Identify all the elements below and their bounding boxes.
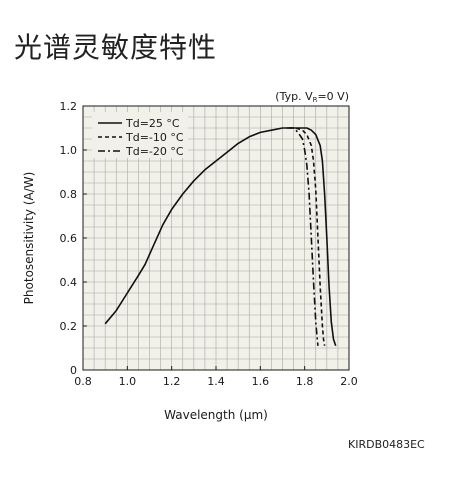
page-title: 光谱灵敏度特性 [14,31,218,64]
document-code: KIRDB0483EC [348,438,425,451]
y-tick-label: 0.8 [60,188,78,201]
x-tick-label: 1.6 [252,375,270,388]
x-tick-label: 1.8 [296,375,314,388]
y-tick-label: 0.2 [60,320,78,333]
series-line-3 [286,127,319,346]
y-tick-label: 1.2 [60,100,78,113]
y-tick-label: 1.0 [60,144,78,157]
legend-label-1: Td=25 °C [125,117,180,130]
y-tick-label: 0 [70,364,77,377]
axis-ticks [82,105,350,371]
y-tick-label: 0.6 [60,232,78,245]
series-group [104,127,337,347]
x-tick-label: 1.4 [207,375,225,388]
condition-label: (Typ. VR=0 V) [275,90,349,104]
x-tick-label: 0.8 [74,375,92,388]
x-tick-labels: 0.8 1.0 1.2 1.4 1.6 1.8 2.0 [74,375,358,388]
y-tick-labels: 0 0.2 0.4 0.6 0.8 1.0 1.2 [60,100,78,377]
x-tick-label: 1.0 [119,375,137,388]
x-tick-label: 2.0 [340,375,358,388]
legend-label-3: Td=-20 °C [125,145,184,158]
x-axis-label: Wavelength (μm) [164,408,268,422]
y-axis-label: Photosensitivity (A/W) [22,172,36,305]
y-tick-label: 0.4 [60,276,78,289]
x-tick-label: 1.2 [163,375,181,388]
legend: Td=25 °CTd=-10 °CTd=-20 °C [92,112,188,158]
series-line-1 [104,127,337,347]
legend-label-2: Td=-10 °C [125,131,184,144]
